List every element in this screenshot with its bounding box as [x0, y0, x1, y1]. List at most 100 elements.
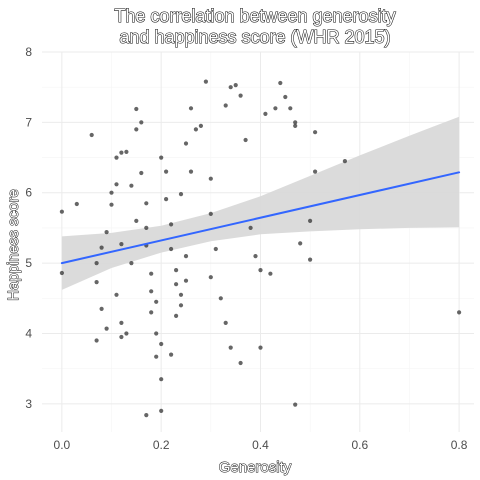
data-point	[228, 345, 233, 350]
data-point	[119, 242, 124, 247]
data-point	[293, 402, 298, 407]
data-point	[169, 352, 174, 357]
data-point	[457, 310, 462, 315]
confidence-band-area	[61, 116, 460, 290]
data-point	[119, 334, 124, 340]
data-point	[94, 261, 99, 266]
data-point	[208, 176, 213, 181]
data-point	[278, 80, 283, 86]
data-point	[134, 127, 139, 132]
data-point	[149, 271, 154, 276]
data-point	[253, 254, 258, 259]
data-point	[263, 111, 268, 116]
y-tick-label: 3	[25, 397, 32, 411]
data-point	[94, 338, 99, 343]
data-point	[159, 341, 164, 347]
chart-title-line-2: and happiness score (WHR 2015)	[119, 27, 390, 47]
x-tick-label: 0.4	[252, 438, 269, 452]
data-point	[268, 271, 273, 276]
data-point	[154, 354, 159, 359]
y-axis-ticks: 3 4 5 6 7 8	[25, 45, 32, 411]
data-point	[273, 106, 278, 111]
data-point	[203, 79, 208, 84]
data-point	[313, 130, 318, 135]
data-point	[94, 280, 99, 285]
data-point	[238, 93, 243, 98]
data-point	[159, 377, 164, 382]
data-point	[99, 245, 104, 250]
y-tick-label: 4	[25, 326, 32, 340]
data-point	[164, 197, 169, 202]
data-point	[308, 257, 313, 262]
y-tick-label: 5	[25, 256, 32, 270]
data-point	[169, 246, 174, 252]
data-point	[238, 360, 243, 366]
chart-title-line-1: The correlation between generosity	[114, 6, 395, 26]
data-point	[144, 201, 149, 206]
data-point	[298, 241, 303, 246]
fit-line	[60, 171, 461, 265]
x-tick-label: 0.8	[451, 438, 468, 452]
data-point	[169, 222, 174, 227]
data-point	[134, 106, 139, 112]
data-point	[139, 120, 144, 125]
data-point	[129, 183, 134, 188]
x-tick-label: 0.6	[351, 438, 368, 452]
data-point	[208, 275, 213, 280]
data-point	[129, 261, 134, 266]
data-point	[89, 132, 94, 138]
data-point	[159, 155, 164, 160]
data-point	[104, 326, 109, 331]
data-point	[174, 313, 179, 318]
data-point	[154, 331, 159, 336]
data-point	[174, 282, 179, 287]
data-point	[223, 103, 228, 108]
data-point	[218, 296, 223, 301]
y-axis-title: Happiness score	[5, 189, 22, 301]
data-point	[288, 106, 293, 111]
data-point	[258, 345, 263, 350]
data-point	[248, 225, 253, 230]
data-point	[114, 292, 119, 297]
data-point	[144, 225, 149, 230]
data-point	[159, 408, 164, 413]
data-point	[223, 320, 228, 325]
data-point	[293, 120, 298, 125]
y-tick-label: 6	[25, 186, 32, 200]
data-point	[208, 211, 213, 216]
data-point	[228, 85, 233, 90]
data-point	[59, 270, 64, 276]
x-axis-title: Generosity	[219, 459, 292, 476]
data-point	[342, 159, 347, 164]
data-point	[198, 123, 203, 128]
data-point	[149, 289, 154, 294]
data-point	[149, 310, 154, 315]
data-point	[193, 127, 198, 132]
data-point	[59, 209, 64, 214]
data-point	[109, 190, 114, 195]
y-tick-label: 7	[25, 115, 32, 129]
regression-line	[60, 171, 461, 265]
data-point	[174, 268, 179, 273]
data-point	[119, 320, 124, 325]
data-point	[313, 169, 318, 174]
data-point	[213, 246, 218, 252]
data-point	[134, 218, 139, 223]
data-point	[188, 169, 194, 174]
x-tick-label: 0.2	[153, 438, 170, 452]
data-point	[308, 218, 313, 223]
data-point	[124, 331, 129, 336]
data-point	[154, 299, 159, 304]
data-point	[114, 155, 119, 160]
data-point	[243, 137, 248, 143]
data-point	[293, 123, 298, 128]
data-point	[178, 292, 184, 297]
data-point	[183, 141, 189, 146]
data-point	[119, 150, 124, 155]
data-point	[144, 413, 149, 418]
data-point	[178, 303, 184, 308]
data-point	[74, 201, 79, 207]
data-point	[233, 83, 238, 88]
data-point	[109, 202, 114, 207]
data-point	[283, 94, 288, 100]
